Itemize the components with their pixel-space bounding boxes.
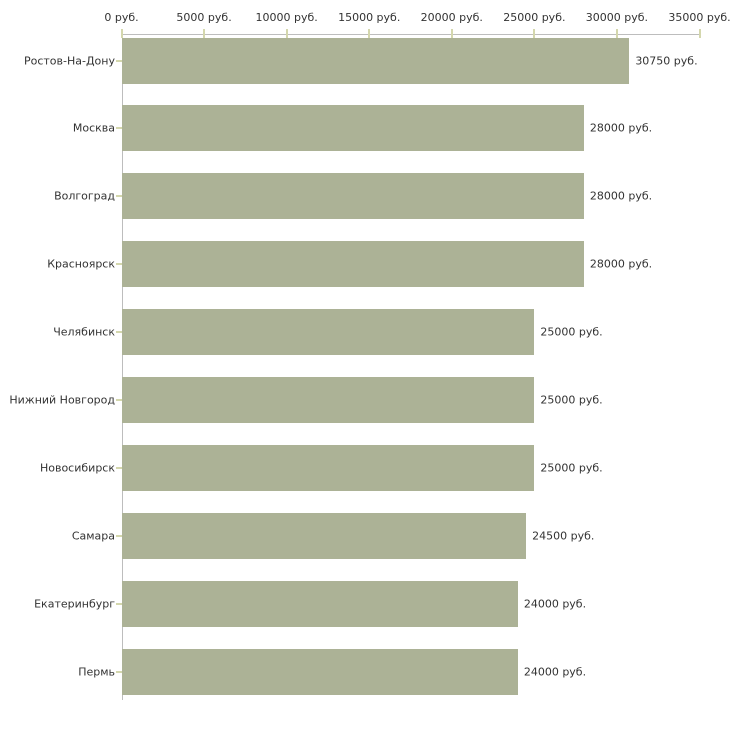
value-label-2: 28000 руб. (589, 189, 653, 203)
value-label-1: 28000 руб. (589, 121, 653, 135)
bar-8 (122, 580, 518, 627)
bar-7 (122, 512, 527, 559)
value-label-3: 28000 руб. (589, 257, 653, 271)
y-axis-tick (115, 263, 122, 266)
value-label-4: 25000 руб. (540, 325, 603, 339)
y-axis-tick (115, 670, 122, 673)
x-axis-tick-label: 35000 руб. (668, 11, 730, 24)
y-axis-tick (115, 59, 122, 62)
x-axis-tick-label: 25000 руб. (503, 11, 566, 24)
bar-6 (122, 444, 535, 491)
category-label-7: Самара (71, 529, 115, 543)
y-axis-tick (115, 127, 122, 130)
x-axis-tick (450, 29, 453, 38)
y-axis-tick (115, 195, 122, 198)
x-axis-line (121, 33, 700, 35)
x-axis-tick-label: 5000 руб. (176, 11, 232, 24)
bar-2 (122, 173, 584, 220)
y-axis-tick (115, 602, 122, 605)
value-label-7: 24500 руб. (532, 529, 595, 543)
x-axis-tick (615, 29, 618, 38)
value-label-0: 30750 руб. (635, 54, 698, 67)
x-axis-tick-label: 30000 руб. (585, 11, 649, 24)
x-axis-tick-label: 0 руб. (104, 11, 139, 24)
value-label-5: 25000 руб. (540, 393, 603, 407)
category-label-6: Новосибирск (39, 461, 115, 475)
bar-5 (122, 377, 535, 423)
category-label-0: Ростов-На-Дону (23, 54, 115, 67)
category-label-2: Волгоград (54, 189, 115, 203)
bar-3 (122, 241, 584, 288)
x-axis-tick (203, 29, 206, 38)
x-axis-tick-label: 10000 руб. (255, 11, 318, 24)
category-label-9: Пермь (78, 665, 115, 679)
category-label-5: Нижний Новгород (9, 393, 115, 407)
category-label-4: Челябинск (53, 325, 115, 339)
x-axis-tick (698, 29, 701, 38)
y-axis-tick (115, 399, 122, 401)
x-axis-tick (533, 29, 536, 38)
x-axis-tick-label: 15000 руб. (338, 11, 401, 24)
y-axis-tick (115, 331, 122, 334)
category-label-3: Красноярск (47, 257, 115, 271)
y-axis-line (121, 33, 123, 700)
bar-9 (122, 648, 518, 695)
x-axis-tick (120, 29, 123, 38)
value-label-8: 24000 руб. (523, 597, 587, 611)
x-axis-tick (368, 29, 371, 38)
y-axis-tick (115, 466, 122, 469)
category-label-8: Екатеринбург (34, 597, 115, 611)
x-axis-tick-label: 20000 руб. (420, 11, 483, 24)
category-label-1: Москва (72, 121, 115, 135)
x-axis-tick (285, 29, 288, 38)
bar-0 (122, 37, 630, 84)
bar-4 (122, 309, 535, 356)
bar-1 (122, 105, 584, 152)
y-axis-tick (115, 534, 122, 537)
value-label-9: 24000 руб. (523, 665, 587, 679)
value-label-6: 25000 руб. (540, 461, 603, 475)
